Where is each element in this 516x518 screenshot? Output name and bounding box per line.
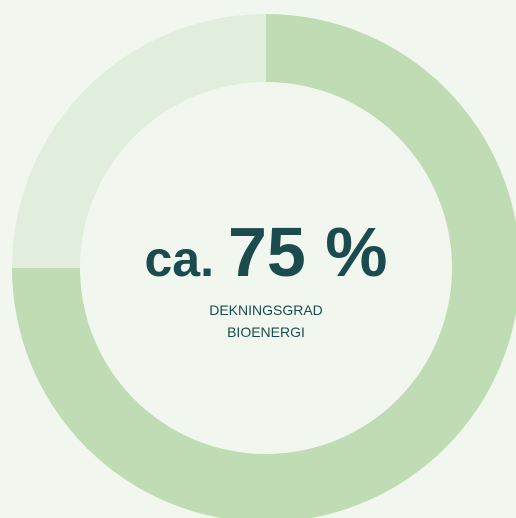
center-value: 75 % — [228, 213, 388, 291]
caption-line: DEKNINGSGRAD — [209, 302, 323, 318]
donut — [12, 14, 516, 518]
center-label: ca. 75 % — [144, 213, 387, 291]
center-prefix: ca. — [144, 231, 214, 287]
donut-segment — [12, 14, 266, 268]
caption-line: BIOENERGI — [227, 324, 305, 340]
